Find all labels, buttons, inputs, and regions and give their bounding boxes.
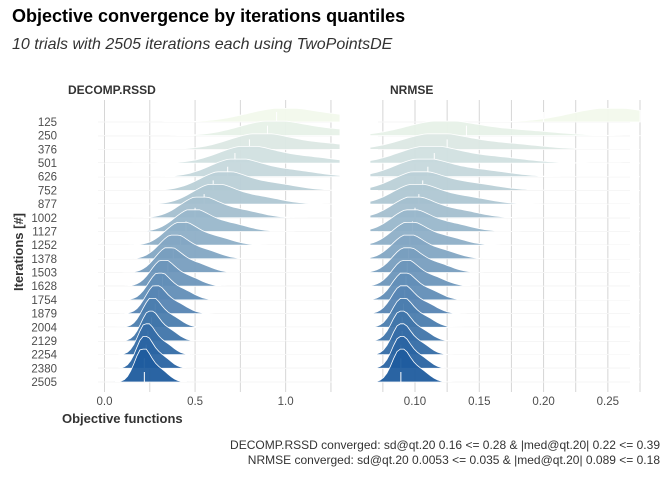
ridge-density xyxy=(369,120,641,137)
facet-title: DECOMP.RSSD xyxy=(68,83,156,97)
ridge-density xyxy=(90,323,340,355)
x-tick-label: 0.20 xyxy=(532,396,554,408)
ridge-density xyxy=(90,171,341,191)
caption-line-2: NRMSE converged: sd@qt.20 0.0053 <= 0.03… xyxy=(247,453,660,467)
ridge-density xyxy=(90,209,340,232)
y-tick-label: 125 xyxy=(38,117,57,129)
ridge-density xyxy=(90,133,341,150)
ridge-density xyxy=(369,196,640,219)
ridge-density xyxy=(90,260,340,287)
ridge-density xyxy=(90,120,341,137)
ridge-density xyxy=(90,247,340,273)
y-tick-label: 626 xyxy=(38,172,57,184)
y-tick-label: 1503 xyxy=(31,268,57,280)
ridge-density xyxy=(369,146,640,164)
y-tick-label: 1378 xyxy=(31,254,57,266)
y-tick-label: 1002 xyxy=(31,213,57,225)
ridge-density xyxy=(90,348,340,383)
ridge-density xyxy=(369,209,640,232)
y-tick-label: 1252 xyxy=(31,240,57,252)
ridge-density xyxy=(90,158,341,178)
ridge-density xyxy=(90,146,341,164)
y-tick-label: 1879 xyxy=(31,309,57,321)
ridge-density xyxy=(369,171,640,191)
ridge-density xyxy=(370,108,641,123)
chart-subtitle: 10 trials with 2505 iterations each usin… xyxy=(12,36,393,53)
ridge-density xyxy=(90,234,340,260)
y-tick-label: 1628 xyxy=(31,281,57,293)
x-tick-label: 0.10 xyxy=(404,396,426,408)
caption-line-1: DECOMP.RSSD converged: sd@qt.20 0.16 <= … xyxy=(230,438,660,452)
chart-title: Objective convergence by iterations quan… xyxy=(12,6,406,26)
ridge-density xyxy=(90,222,340,246)
y-tick-label: 2505 xyxy=(31,377,57,389)
ridge-density xyxy=(369,260,640,287)
x-tick-label: 0.15 xyxy=(468,396,490,408)
y-axis-title: Iterations [#] xyxy=(11,213,26,291)
facet-title: NRMSE xyxy=(390,83,433,97)
ridge-density xyxy=(369,158,640,178)
y-tick-label: 2004 xyxy=(31,322,57,334)
x-axis-title: Objective functions xyxy=(62,411,183,426)
ridge-density xyxy=(369,184,640,205)
ridge-density xyxy=(90,184,340,205)
ridge-density xyxy=(369,234,640,260)
x-tick-label: 0.5 xyxy=(187,396,203,408)
ridge-density xyxy=(369,247,640,273)
ridge-density xyxy=(369,222,640,246)
ridge-density xyxy=(369,272,640,301)
ridge-density xyxy=(369,348,640,383)
ridge-density xyxy=(90,196,340,219)
y-tick-label: 2380 xyxy=(31,363,57,375)
x-tick-label: 0.25 xyxy=(597,396,619,408)
y-tick-label: 1754 xyxy=(31,295,57,307)
chart-caption: DECOMP.RSSD converged: sd@qt.20 0.16 <= … xyxy=(230,438,660,468)
y-tick-label: 501 xyxy=(38,158,57,170)
y-tick-label: 2254 xyxy=(31,350,57,362)
y-tick-label: 752 xyxy=(38,185,57,197)
x-tick-label: 1.0 xyxy=(278,396,294,408)
y-tick-label: 877 xyxy=(38,199,57,211)
y-tick-label: 376 xyxy=(38,144,57,156)
y-tick-label: 250 xyxy=(38,131,57,143)
y-tick-label: 1127 xyxy=(32,226,57,238)
y-tick-label: 2129 xyxy=(31,336,57,348)
ridge-density xyxy=(369,133,640,150)
ridge-density xyxy=(90,108,341,123)
x-tick-label: 0.0 xyxy=(96,396,112,408)
